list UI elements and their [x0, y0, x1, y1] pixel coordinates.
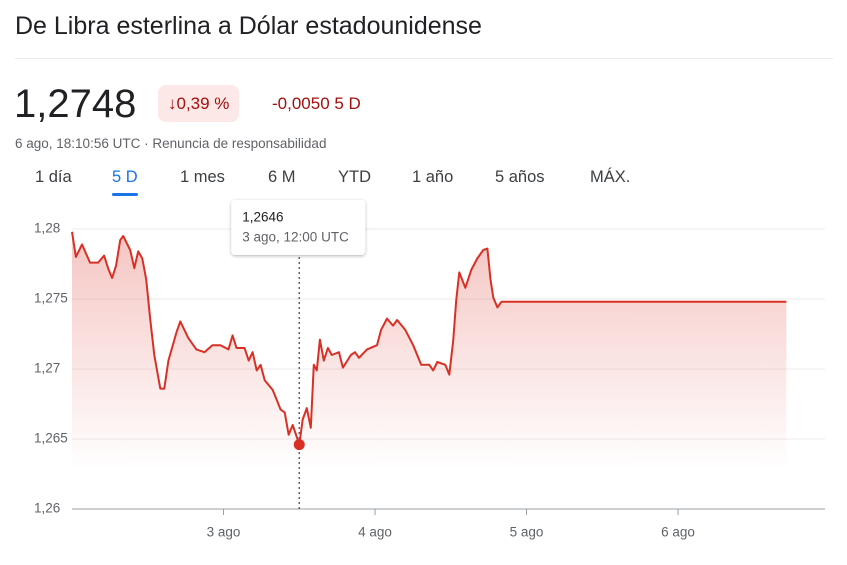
- change-value: -0,0050 5 D: [272, 94, 361, 113]
- tab[interactable]: 5 D: [112, 168, 138, 196]
- y-tick-label: 1,275: [34, 291, 68, 306]
- arrow: ↓: [168, 94, 177, 113]
- x-tick-label: 6 ago: [661, 525, 695, 540]
- tab[interactable]: 1 mes: [180, 168, 225, 186]
- area: [72, 231, 787, 469]
- x-tick-label: 5 ago: [510, 525, 544, 540]
- change-percent: 0,39 %: [176, 94, 230, 113]
- tab[interactable]: MÁX.: [590, 168, 631, 186]
- tab[interactable]: 6 M: [268, 168, 296, 186]
- x-tick-label: 3 ago: [207, 525, 241, 540]
- divider: [15, 58, 833, 59]
- tooltip-box: [231, 200, 366, 255]
- change-badge: ↓0,39 %: [158, 85, 240, 122]
- tab[interactable]: 5 años: [495, 168, 545, 186]
- price: 1,2748: [14, 82, 137, 126]
- tooltip-value: 1,2646: [242, 210, 283, 225]
- title: De Libra esterlina a Dólar estadounidens…: [15, 12, 482, 40]
- y-tick-label: 1,28: [34, 221, 60, 236]
- y-tick-label: 1,26: [34, 501, 60, 516]
- tooltip-date: 3 ago, 12:00 UTC: [242, 230, 349, 245]
- tab[interactable]: YTD: [338, 168, 371, 186]
- y-tick-label: 1,27: [34, 361, 60, 376]
- timestamp: 6 ago, 18:10:56 UTC · Renuncia de respon…: [15, 136, 327, 151]
- x-tick-label: 4 ago: [358, 525, 392, 540]
- price-line: [71, 231, 787, 446]
- tab[interactable]: 1 año: [412, 168, 454, 186]
- tooltip-point: [293, 439, 305, 451]
- tab[interactable]: 1 día: [35, 168, 72, 186]
- y-tick-label: 1,265: [34, 431, 68, 446]
- chart: 1,26 1,265 1,27 1,275 1,28 3 ago 4 ago 5 ago 6 a…: [34, 200, 825, 540]
